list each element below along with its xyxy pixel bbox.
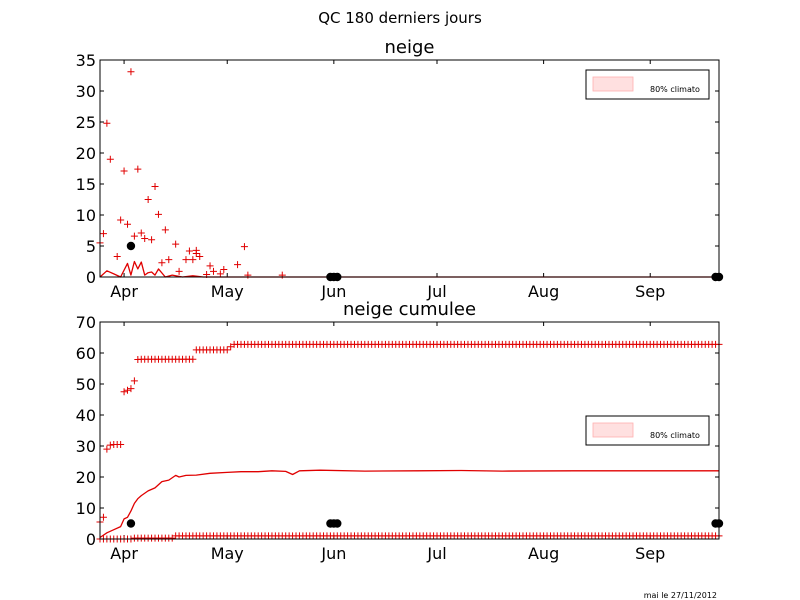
- plus-marker: [120, 167, 128, 175]
- y-tick-label: 40: [76, 406, 96, 425]
- plus-marker: [196, 253, 204, 261]
- x-tick-label: Aug: [528, 544, 559, 563]
- plus-marker: [103, 119, 111, 127]
- plus-marker: [189, 256, 197, 264]
- plus-marker: [120, 388, 128, 396]
- x-tick-label: Apr: [110, 544, 138, 563]
- plus-marker: [223, 346, 231, 354]
- figure-footer: mai le 27/11/2012: [643, 591, 717, 600]
- plus-marker: [99, 230, 107, 238]
- panel-2: neige cumulee 0 10 20 30 40 50 60 70 Apr May Jun Jul…: [76, 299, 724, 563]
- plus-marker: [209, 267, 217, 275]
- plus-marker: [127, 385, 135, 393]
- observed-point: [126, 241, 136, 251]
- legend-label: 80% climato: [650, 431, 700, 440]
- plus-marker: [206, 262, 214, 270]
- y-tick-label: 30: [76, 437, 96, 456]
- plus-marker: [182, 256, 190, 264]
- panel-title: neige: [385, 37, 435, 58]
- y-tick-label: 25: [76, 113, 96, 132]
- plus-marker: [158, 259, 166, 267]
- plus-marker: [151, 182, 159, 190]
- plus-marker: [161, 226, 169, 234]
- axes-frame: [99, 321, 720, 540]
- y-tick-label: 10: [76, 206, 96, 225]
- plus-marker: [148, 236, 156, 244]
- x-tick-label: Jul: [426, 282, 446, 301]
- x-tick-label: Apr: [110, 282, 138, 301]
- plus-marker: [220, 266, 228, 274]
- y-tick-label: 70: [76, 313, 96, 332]
- plus-marker: [165, 256, 173, 264]
- plus-marker: [172, 240, 180, 248]
- y-tick-label: 0: [86, 530, 96, 549]
- y-tick-label: 15: [76, 175, 96, 194]
- plus-marker: [189, 355, 197, 363]
- observed-point: [126, 519, 136, 528]
- plus-marker: [234, 261, 242, 269]
- plus-marker: [103, 445, 111, 453]
- series-1-line: [99, 469, 719, 539]
- plus-marker: [185, 247, 193, 255]
- plus-marker: [130, 232, 138, 240]
- plus-marker: [154, 210, 162, 218]
- x-tick-label: Jul: [426, 544, 446, 563]
- legend-swatch: [592, 76, 634, 92]
- plus-marker: [117, 440, 125, 448]
- y-tick-label: 20: [76, 468, 96, 487]
- plus-marker: [99, 513, 107, 521]
- panel-title: neige cumulee: [343, 299, 476, 320]
- y-tick-label: 30: [76, 82, 96, 101]
- plus-marker: [216, 270, 224, 278]
- legend-label: 80% climato: [650, 85, 700, 94]
- observed-point: [333, 519, 342, 528]
- series-4-dot: [126, 519, 724, 528]
- x-tick-label: Sep: [635, 544, 665, 563]
- legend: 80% climato: [585, 415, 710, 446]
- plus-marker: [113, 253, 121, 261]
- x-tick-label: Sep: [635, 282, 665, 301]
- legend-swatch: [592, 422, 634, 438]
- plus-marker: [240, 243, 248, 251]
- plus-marker: [106, 441, 114, 449]
- series-line: [99, 469, 719, 539]
- y-tick-label: 60: [76, 344, 96, 363]
- plus-marker: [117, 216, 125, 224]
- plus-marker: [134, 165, 142, 173]
- plus-marker: [144, 196, 152, 203]
- x-tick-label: Jun: [320, 544, 346, 563]
- x-tick-label: Jun: [320, 282, 346, 301]
- y-tick-label: 0: [86, 268, 96, 287]
- x-tick-label: May: [211, 544, 244, 563]
- plus-marker: [141, 235, 149, 243]
- x-tick-label: Aug: [528, 282, 559, 301]
- series-3-plus: [96, 532, 723, 543]
- x-tick-label: May: [211, 282, 244, 301]
- legend: 80% climato: [585, 69, 710, 100]
- axes-frame: [99, 59, 720, 278]
- plus-marker: [175, 267, 183, 275]
- y-tick-label: 10: [76, 499, 96, 518]
- series-2-plus: [96, 68, 286, 279]
- panel-1: neige 0 5 10 15 20 25 30 35 Apr May Jun Jul Aug Sep 80%…: [76, 37, 724, 301]
- plus-marker: [192, 246, 200, 254]
- series-1-line: [99, 260, 719, 278]
- series-line: [99, 260, 719, 278]
- plus-marker: [127, 68, 135, 76]
- plus-marker: [130, 377, 138, 385]
- y-tick-label: 20: [76, 144, 96, 163]
- y-tick-label: 35: [76, 51, 96, 70]
- series-3-dot: [126, 241, 724, 282]
- series-2-plus: [96, 340, 723, 526]
- plus-marker: [106, 155, 114, 163]
- plus-marker: [124, 386, 132, 394]
- figure-suptitle: QC 180 derniers jours: [318, 9, 482, 27]
- y-tick-label: 50: [76, 375, 96, 394]
- y-tick-label: 5: [86, 237, 96, 256]
- plus-marker: [137, 229, 145, 237]
- plus-marker: [124, 220, 132, 228]
